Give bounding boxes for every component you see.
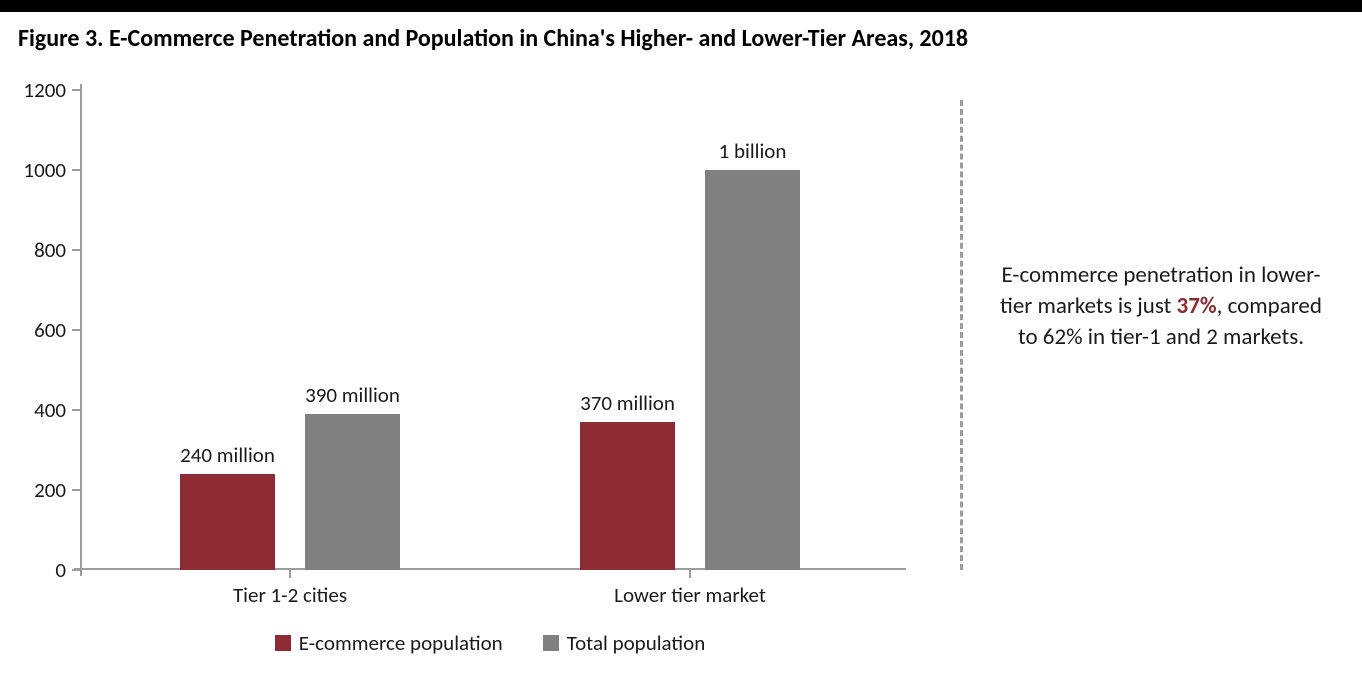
bar [180, 474, 275, 570]
bar-value-label: 240 million [180, 442, 275, 468]
category-label: Lower tier market [614, 582, 766, 608]
y-tick [72, 329, 80, 331]
x-tick [289, 570, 291, 578]
y-tick [72, 249, 80, 251]
y-tick-label: 1000 [6, 157, 66, 183]
top-rule [0, 0, 1362, 12]
y-tick [72, 169, 80, 171]
category-label: Tier 1-2 cities [233, 582, 347, 608]
figure-title: Figure 3. E-Commerce Penetration and Pop… [18, 24, 968, 53]
legend-swatch [543, 635, 559, 651]
y-tick [72, 569, 80, 571]
bar-value-label: 1 billion [719, 138, 787, 164]
y-tick-label: 0 [6, 557, 66, 583]
legend: E-commerce population Total population [80, 630, 900, 656]
plot-area: 020040060080010001200240 million390 mill… [80, 90, 900, 570]
legend-swatch [275, 635, 291, 651]
y-tick-label: 400 [6, 397, 66, 423]
bar [705, 170, 800, 570]
chart-panel: 0 200 400 600 800 1000 1200 240 million 390 mill… [0, 70, 960, 674]
content-row: 0 200 400 600 800 1000 1200 240 million 390 mill… [0, 70, 1362, 674]
legend-item: E-commerce population [275, 630, 503, 656]
y-tick-label: 800 [6, 237, 66, 263]
annotation-text: E-commerce penetration in lower-tier mar… [990, 260, 1332, 353]
x-tick [689, 570, 691, 578]
y-axis [80, 84, 82, 576]
y-tick [72, 409, 80, 411]
y-tick-label: 200 [6, 477, 66, 503]
legend-item: Total population [543, 630, 706, 656]
page: Figure 3. E-Commerce Penetration and Pop… [0, 0, 1362, 674]
y-tick-label: 600 [6, 317, 66, 343]
legend-label: E-commerce population [299, 630, 503, 656]
vertical-divider [960, 100, 963, 570]
y-tick [72, 489, 80, 491]
y-tick-label: 1200 [6, 77, 66, 103]
legend-label: Total population [567, 630, 706, 656]
bar [305, 414, 400, 570]
bar [580, 422, 675, 570]
bar-value-label: 370 million [580, 390, 675, 416]
annotation-highlight: 37% [1177, 292, 1217, 320]
y-tick [72, 89, 80, 91]
side-panel: E-commerce penetration in lower-tier mar… [960, 70, 1362, 674]
bar-value-label: 390 million [305, 382, 400, 408]
